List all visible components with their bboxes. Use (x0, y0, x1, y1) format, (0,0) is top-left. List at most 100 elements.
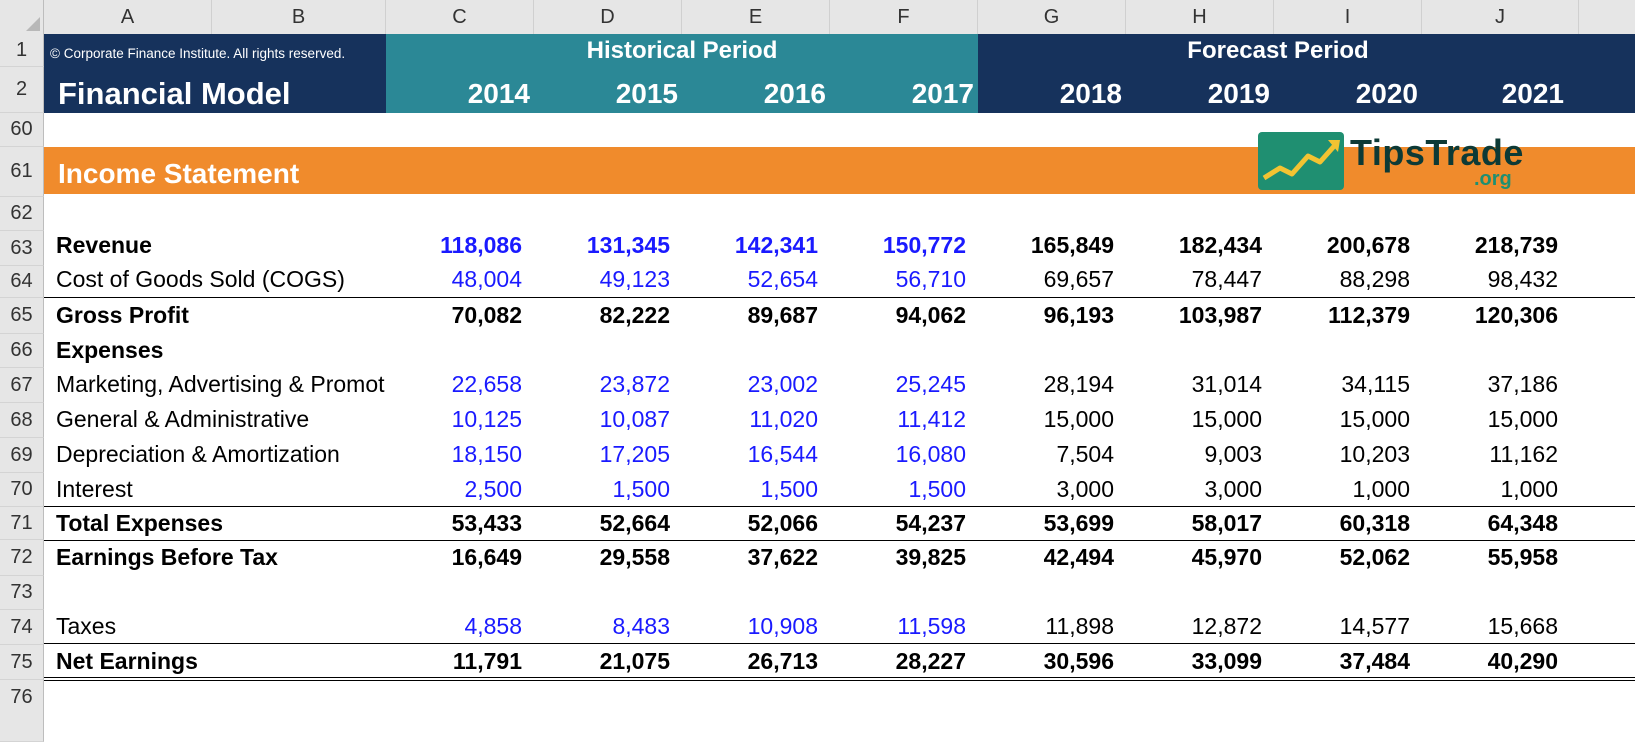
row-header-1[interactable]: 1 (0, 34, 44, 67)
gross-profit-2017[interactable]: 94,062 (895, 302, 966, 328)
row-header-74[interactable]: 74 (0, 610, 44, 645)
row-header-64[interactable]: 64 (0, 266, 44, 298)
row-header-66[interactable]: 66 (0, 334, 44, 368)
gross-profit-2015[interactable]: 82,222 (599, 302, 670, 328)
marketing-2017[interactable]: 25,245 (895, 371, 966, 397)
col-header-c[interactable]: C (386, 0, 534, 34)
ga-2017[interactable]: 11,412 (897, 406, 966, 432)
taxes-2019[interactable]: 12,872 (1191, 613, 1262, 639)
gross-profit-2014[interactable]: 70,082 (451, 302, 522, 328)
revenue-2017[interactable]: 150,772 (882, 232, 966, 258)
col-header-e[interactable]: E (682, 0, 830, 34)
row-header-70[interactable]: 70 (0, 473, 44, 507)
cogs-2014[interactable]: 48,004 (451, 266, 522, 292)
gross-profit-2019[interactable]: 103,987 (1178, 302, 1262, 328)
ebt-2014[interactable]: 16,649 (451, 544, 522, 570)
row-header-67[interactable]: 67 (0, 368, 44, 403)
interest-2020[interactable]: 1,000 (1352, 476, 1410, 502)
marketing-2019[interactable]: 31,014 (1191, 371, 1262, 397)
row-label-taxes[interactable]: Taxes (56, 613, 117, 639)
ebt-2016[interactable]: 37,622 (747, 544, 818, 570)
gross-profit-2021[interactable]: 120,306 (1474, 302, 1558, 328)
interest-2014[interactable]: 2,500 (464, 476, 522, 502)
ebt-2018[interactable]: 42,494 (1043, 544, 1114, 570)
da-2014[interactable]: 18,150 (451, 441, 522, 467)
interest-2015[interactable]: 1,500 (612, 476, 670, 502)
marketing-2020[interactable]: 34,115 (1341, 371, 1410, 397)
ebt-2017[interactable]: 39,825 (895, 544, 966, 570)
taxes-2017[interactable]: 11,598 (897, 613, 966, 639)
col-header-h[interactable]: H (1126, 0, 1274, 34)
cogs-2016[interactable]: 52,654 (747, 266, 818, 292)
total-expenses-2021[interactable]: 64,348 (1487, 510, 1558, 536)
col-header-a[interactable]: A (44, 0, 212, 34)
ga-2018[interactable]: 15,000 (1043, 406, 1114, 432)
row-label-marketing[interactable]: Marketing, Advertising & Promotior (56, 371, 386, 397)
taxes-2014[interactable]: 4,858 (464, 613, 522, 639)
cogs-2018[interactable]: 69,657 (1043, 266, 1114, 292)
ga-2020[interactable]: 15,000 (1339, 406, 1410, 432)
interest-2017[interactable]: 1,500 (908, 476, 966, 502)
da-2015[interactable]: 17,205 (599, 441, 670, 467)
row-header-63[interactable]: 63 (0, 231, 44, 266)
cogs-2015[interactable]: 49,123 (599, 266, 670, 292)
row-label-cogs[interactable]: Cost of Goods Sold (COGS) (56, 266, 345, 292)
row-label-earnings-before-tax[interactable]: Earnings Before Tax (56, 544, 278, 570)
taxes-2018[interactable]: 11,898 (1045, 613, 1114, 639)
ga-2015[interactable]: 10,087 (599, 406, 670, 432)
taxes-2016[interactable]: 10,908 (747, 613, 818, 639)
ebt-2021[interactable]: 55,958 (1487, 544, 1558, 570)
cogs-2021[interactable]: 98,432 (1487, 266, 1558, 292)
row-header-72[interactable]: 72 (0, 540, 44, 576)
total-expenses-2018[interactable]: 53,699 (1043, 510, 1114, 536)
row-header-68[interactable]: 68 (0, 403, 44, 438)
da-2019[interactable]: 9,003 (1204, 441, 1262, 467)
da-2016[interactable]: 16,544 (747, 441, 818, 467)
interest-2016[interactable]: 1,500 (760, 476, 818, 502)
revenue-2019[interactable]: 182,434 (1178, 232, 1262, 258)
row-label-net-earnings[interactable]: Net Earnings (56, 648, 198, 674)
row-label-gross-profit[interactable]: Gross Profit (56, 302, 189, 328)
revenue-2014[interactable]: 118,086 (440, 232, 522, 258)
marketing-2016[interactable]: 23,002 (747, 371, 818, 397)
net-earnings-2016[interactable]: 26,713 (747, 648, 818, 674)
ga-2014[interactable]: 10,125 (451, 406, 522, 432)
col-header-g[interactable]: G (978, 0, 1126, 34)
row-header-75[interactable]: 75 (0, 645, 44, 680)
ebt-2015[interactable]: 29,558 (599, 544, 670, 570)
row-header-76[interactable]: 76 (0, 680, 44, 742)
col-header-b[interactable]: B (212, 0, 386, 34)
net-earnings-2021[interactable]: 40,290 (1487, 648, 1558, 674)
col-header-i[interactable]: I (1274, 0, 1422, 34)
row-header-73[interactable]: 73 (0, 576, 44, 610)
row-header-71[interactable]: 71 (0, 507, 44, 540)
ga-2016[interactable]: 11,020 (749, 406, 818, 432)
row-label-interest[interactable]: Interest (56, 476, 133, 502)
col-header-d[interactable]: D (534, 0, 682, 34)
total-expenses-2017[interactable]: 54,237 (895, 510, 966, 536)
marketing-2014[interactable]: 22,658 (451, 371, 522, 397)
ga-2019[interactable]: 15,000 (1191, 406, 1262, 432)
row-header-2[interactable]: 2 (0, 67, 44, 113)
row-label-revenue[interactable]: Revenue (56, 232, 152, 258)
cogs-2020[interactable]: 88,298 (1339, 266, 1410, 292)
cogs-2017[interactable]: 56,710 (895, 266, 966, 292)
gross-profit-2018[interactable]: 96,193 (1043, 302, 1114, 328)
total-expenses-2016[interactable]: 52,066 (747, 510, 818, 536)
row-label-general-administrative[interactable]: General & Administrative (56, 406, 310, 432)
row-header-65[interactable]: 65 (0, 298, 44, 334)
col-header-f[interactable]: F (830, 0, 978, 34)
total-expenses-2020[interactable]: 60,318 (1339, 510, 1410, 536)
net-earnings-2020[interactable]: 37,484 (1339, 648, 1410, 674)
da-2018[interactable]: 7,504 (1056, 441, 1114, 467)
taxes-2015[interactable]: 8,483 (612, 613, 670, 639)
da-2021[interactable]: 11,162 (1489, 441, 1558, 467)
net-earnings-2015[interactable]: 21,075 (599, 648, 670, 674)
ebt-2020[interactable]: 52,062 (1339, 544, 1410, 570)
row-label-expenses[interactable]: Expenses (56, 337, 164, 363)
interest-2018[interactable]: 3,000 (1056, 476, 1114, 502)
row-header-60[interactable]: 60 (0, 113, 44, 147)
row-label-total-expenses[interactable]: Total Expenses (56, 510, 224, 536)
select-all-corner[interactable] (0, 0, 44, 34)
col-header-j[interactable]: J (1422, 0, 1579, 34)
